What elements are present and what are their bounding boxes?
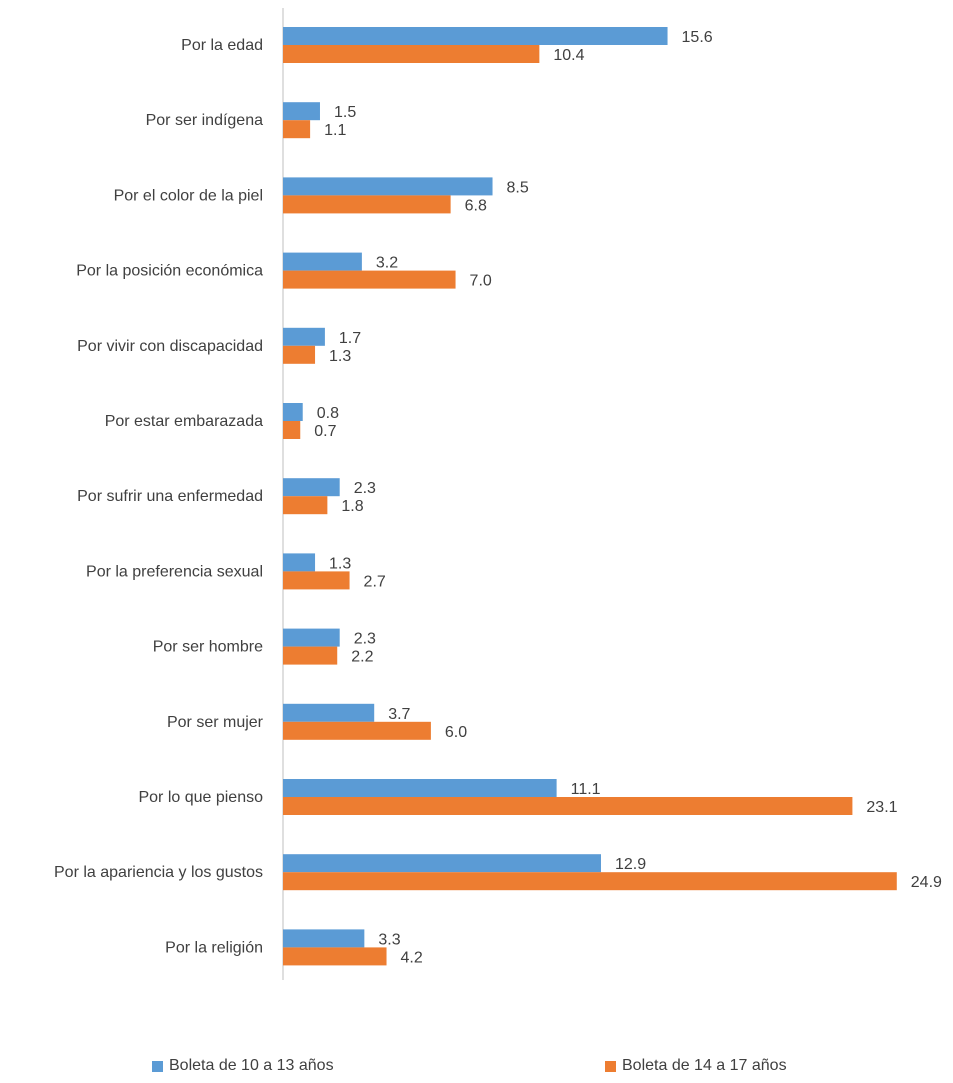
bar-series-2: [283, 45, 540, 63]
data-label-series-2: 6.8: [465, 197, 487, 214]
bar-series-1: [283, 779, 557, 797]
data-label-series-2: 1.3: [329, 348, 351, 365]
category-label: Por sufrir una enfermedad: [77, 488, 263, 505]
bar-series-2: [283, 947, 387, 966]
bar-series-1: [283, 27, 668, 45]
category-label: Por la religión: [165, 939, 263, 956]
bar-series-1: [283, 854, 601, 873]
data-label-series-2: 7.0: [470, 273, 492, 290]
bar-series-2: [283, 646, 338, 665]
bar-series-2: [283, 496, 328, 515]
bar-series-1: [283, 177, 493, 196]
data-label-series-2: 10.4: [553, 47, 584, 64]
bar-series-1: [283, 628, 340, 647]
bar-series-1: [283, 478, 340, 497]
category-label: Por ser hombre: [153, 639, 263, 656]
category-label: Por el color de la piel: [114, 187, 263, 204]
data-label-series-2: 23.1: [866, 799, 897, 816]
data-label-series-1: 1.5: [334, 104, 356, 121]
data-label-series-1: 8.5: [507, 179, 529, 196]
bar-series-2: [283, 721, 431, 740]
category-label: Por estar embarazada: [105, 413, 263, 430]
bar-series-2: [283, 120, 311, 139]
data-label-series-1: 0.8: [317, 405, 339, 422]
data-label-series-1: 12.9: [615, 856, 646, 873]
bar-series-2: [283, 270, 456, 289]
legend-label-series-2: Boleta de 14 a 17 años: [622, 1057, 787, 1074]
bar-series-2: [283, 421, 301, 439]
bar-series-1: [283, 703, 375, 722]
legend: Boleta de 10 a 13 años Boleta de 14 a 17…: [0, 1057, 953, 1079]
data-label-series-2: 1.8: [341, 498, 363, 515]
bar-series-2: [283, 797, 853, 815]
bar-series-1: [283, 403, 303, 421]
category-label: Por la apariencia y los gustos: [54, 864, 263, 881]
bar-series-2: [283, 872, 897, 891]
data-label-series-1: 1.7: [339, 330, 361, 347]
legend-item-series-2: Boleta de 14 a 17 años: [605, 1057, 787, 1075]
bar-series-1: [283, 553, 316, 572]
category-label: Por lo que pienso: [138, 789, 263, 806]
data-label-series-1: 2.3: [354, 480, 376, 497]
data-label-series-2: 4.2: [401, 949, 423, 966]
data-label-series-2: 1.1: [324, 122, 346, 139]
bar-series-2: [283, 195, 451, 214]
legend-swatch-series-1: [152, 1060, 163, 1072]
bar-series-1: [283, 327, 325, 346]
data-label-series-1: 3.7: [388, 706, 410, 723]
bar-series-1: [283, 929, 365, 948]
category-label: Por ser mujer: [167, 714, 264, 731]
data-label-series-2: 2.7: [364, 573, 386, 590]
category-label: Por ser indígena: [146, 112, 264, 129]
data-label-series-1: 15.6: [682, 29, 713, 46]
legend-item-series-1: Boleta de 10 a 13 años: [152, 1057, 334, 1075]
bar-series-1: [283, 102, 320, 121]
data-label-series-2: 24.9: [911, 874, 942, 891]
bar-series-2: [283, 571, 350, 590]
category-label: Por la edad: [181, 37, 263, 54]
data-label-series-1: 3.3: [378, 931, 400, 948]
data-label-series-1: 1.3: [329, 555, 351, 572]
category-label: Por la preferencia sexual: [86, 563, 263, 580]
category-label: Por vivir con discapacidad: [77, 338, 263, 355]
data-label-series-1: 2.3: [354, 631, 376, 648]
bar-series-2: [283, 345, 316, 364]
bar-series-1: [283, 252, 362, 271]
data-label-series-1: 3.2: [376, 255, 398, 272]
data-label-series-2: 0.7: [314, 423, 336, 440]
data-label-series-2: 2.2: [351, 649, 373, 666]
legend-swatch-series-2: [605, 1060, 616, 1072]
data-label-series-2: 6.0: [445, 724, 467, 741]
legend-label-series-1: Boleta de 10 a 13 años: [169, 1057, 334, 1074]
category-label: Por la posición económica: [76, 263, 263, 280]
data-label-series-1: 11.1: [571, 781, 601, 798]
